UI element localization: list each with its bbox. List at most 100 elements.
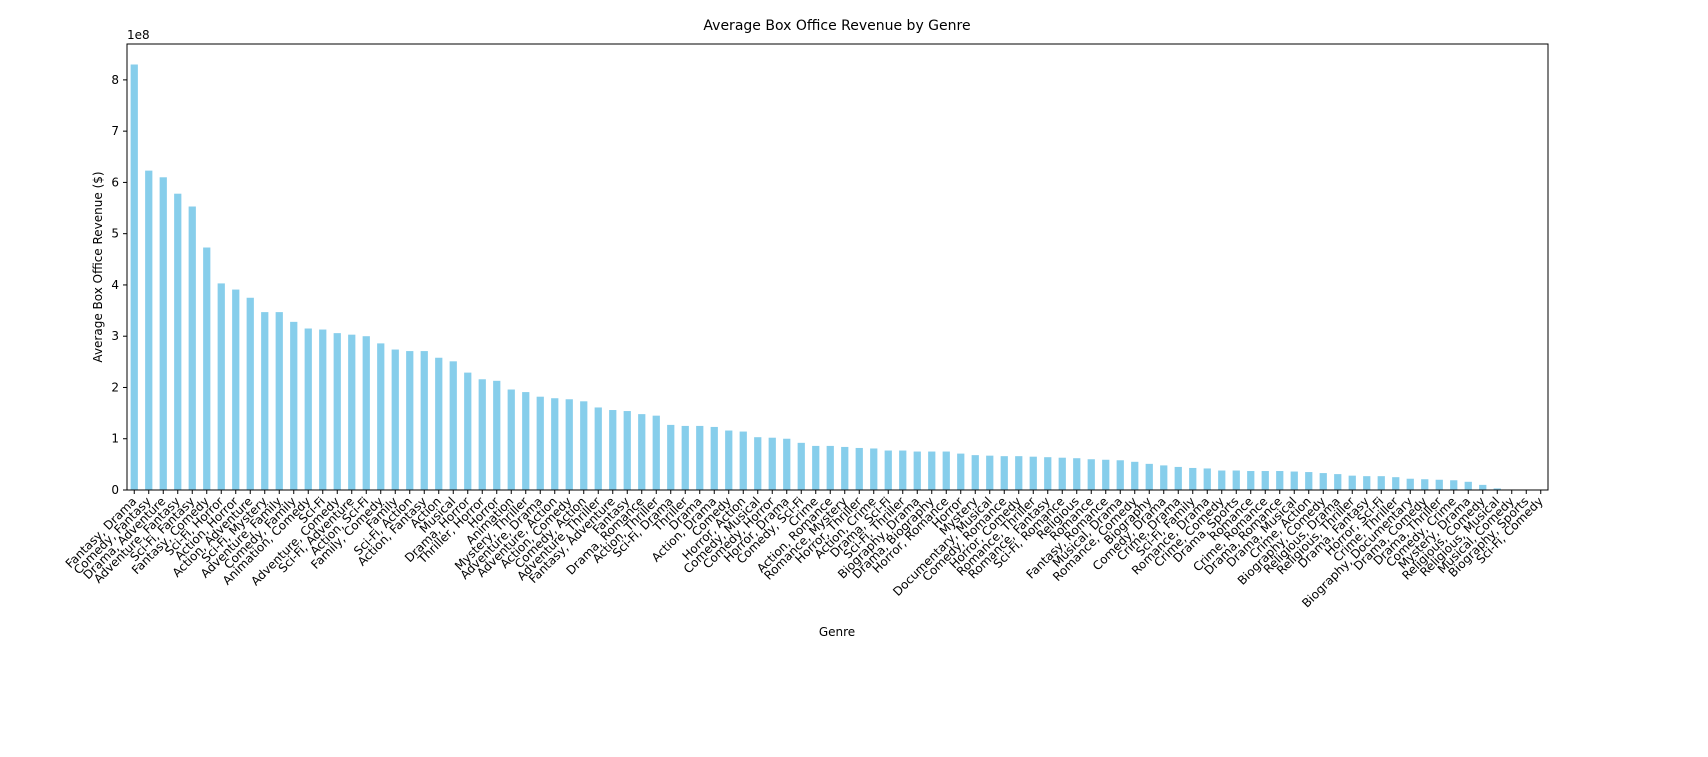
y-tick-label: 0 [111,483,119,497]
y-tick-label: 1 [111,432,119,446]
bar [1363,476,1371,490]
bar [536,396,544,490]
bar [188,206,196,490]
bar [217,283,225,490]
bar [522,392,530,490]
bar [1276,471,1284,490]
bar [1116,460,1124,490]
y-tick-label: 8 [111,73,119,87]
bar [1203,468,1211,490]
bar [594,407,602,490]
bar [855,447,863,490]
bar [696,425,704,490]
bar [1073,458,1081,490]
plot-frame [126,43,1549,491]
bar [435,357,443,490]
bar [420,351,428,490]
bar [1450,480,1458,490]
bar [1000,456,1008,490]
bar [1087,459,1095,490]
bar [1232,470,1240,490]
bar [1218,470,1226,490]
bar [942,451,950,490]
bar [1189,467,1197,490]
bar [913,451,921,490]
bar [797,442,805,490]
bar [406,351,414,490]
y-offset-label: 1e8 [127,28,150,42]
bar [1305,472,1313,490]
bar [623,411,631,490]
bar [580,401,588,490]
bar [1290,471,1298,490]
bar [1334,474,1342,490]
bar [1102,459,1110,490]
bar [275,312,283,490]
bar [957,453,965,490]
bar [928,451,936,490]
bar [884,450,892,490]
bar [681,425,689,490]
bar [768,437,776,490]
bar [1348,475,1356,490]
bar [362,336,370,490]
bar [899,450,907,490]
bar [130,64,138,491]
bar [507,389,515,490]
bar [1479,484,1487,490]
bar [565,399,573,490]
bar [870,448,878,490]
bar [449,361,457,490]
bar [812,445,820,490]
chart-title: Average Box Office Revenue by Genre [703,18,970,34]
bar [1493,488,1501,490]
x-axis-label: Genre [819,625,855,639]
bar [1464,481,1472,490]
bar [246,297,254,490]
bar [1058,457,1066,490]
bar [971,455,979,490]
y-tick-label: 5 [111,227,119,241]
y-tick-label: 2 [111,380,119,394]
bar [1406,478,1414,490]
bar [725,430,733,490]
bar [290,321,298,490]
bar [348,334,356,490]
bar [754,437,762,490]
bar [1261,471,1269,490]
bar [391,349,399,490]
bar [159,177,167,490]
bar [1160,465,1168,490]
bar [1421,479,1429,490]
bar [710,426,718,490]
bar [174,193,182,490]
bar [551,398,559,490]
bar [1377,476,1385,490]
bar [1145,463,1153,490]
bar [478,379,486,490]
bar [1319,473,1327,490]
bar [145,170,153,490]
bar [1131,461,1139,490]
bar [493,380,501,490]
bar [1174,466,1182,490]
bar [652,415,660,490]
bar [464,372,472,490]
y-tick-label: 6 [111,175,119,189]
bar [667,424,675,490]
bar [609,410,617,490]
y-tick-label: 7 [111,124,119,138]
bar [739,431,747,490]
bar [377,343,385,490]
y-tick-label: 4 [111,278,119,292]
bar [319,329,327,490]
bar [986,455,994,490]
bar [1435,479,1443,490]
bar [333,333,341,490]
bar [1247,471,1255,490]
y-axis-label: Average Box Office Revenue ($) [91,171,105,362]
bar [841,446,849,490]
bar [1029,456,1037,490]
bar [826,445,834,490]
